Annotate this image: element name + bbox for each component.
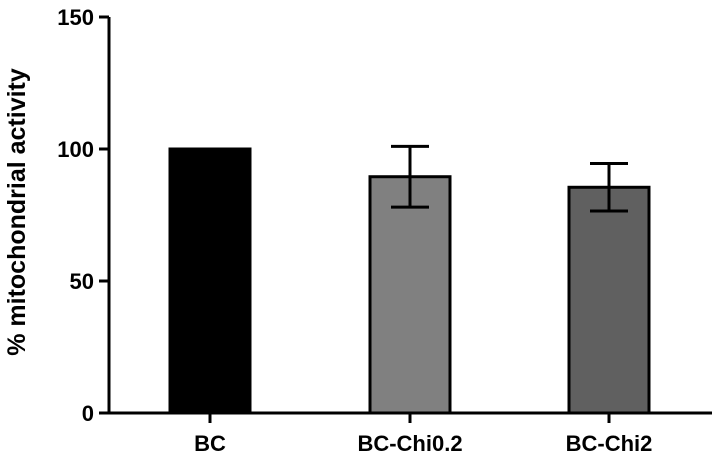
- y-tick-label: 50: [70, 269, 94, 294]
- x-category-label: BC: [194, 431, 226, 456]
- y-tick-label: 100: [57, 137, 94, 162]
- y-axis-title: % mitochondrial activity: [3, 68, 31, 356]
- x-category-label: BC-Chi2: [566, 431, 653, 456]
- bar-bc-chi0-2: [368, 175, 452, 415]
- y-tick-label: 150: [57, 5, 94, 30]
- x-category-label: BC-Chi0.2: [357, 431, 462, 456]
- y-tick-label: 0: [82, 401, 94, 426]
- y-axis-ticks: 0 50 100 150: [57, 5, 109, 426]
- bar-bc: [168, 147, 252, 415]
- bar-bc-chi2: [567, 185, 651, 415]
- x-axis-labels: BC BC-Chi0.2 BC-Chi2: [194, 413, 652, 456]
- error-bars: [391, 144, 628, 213]
